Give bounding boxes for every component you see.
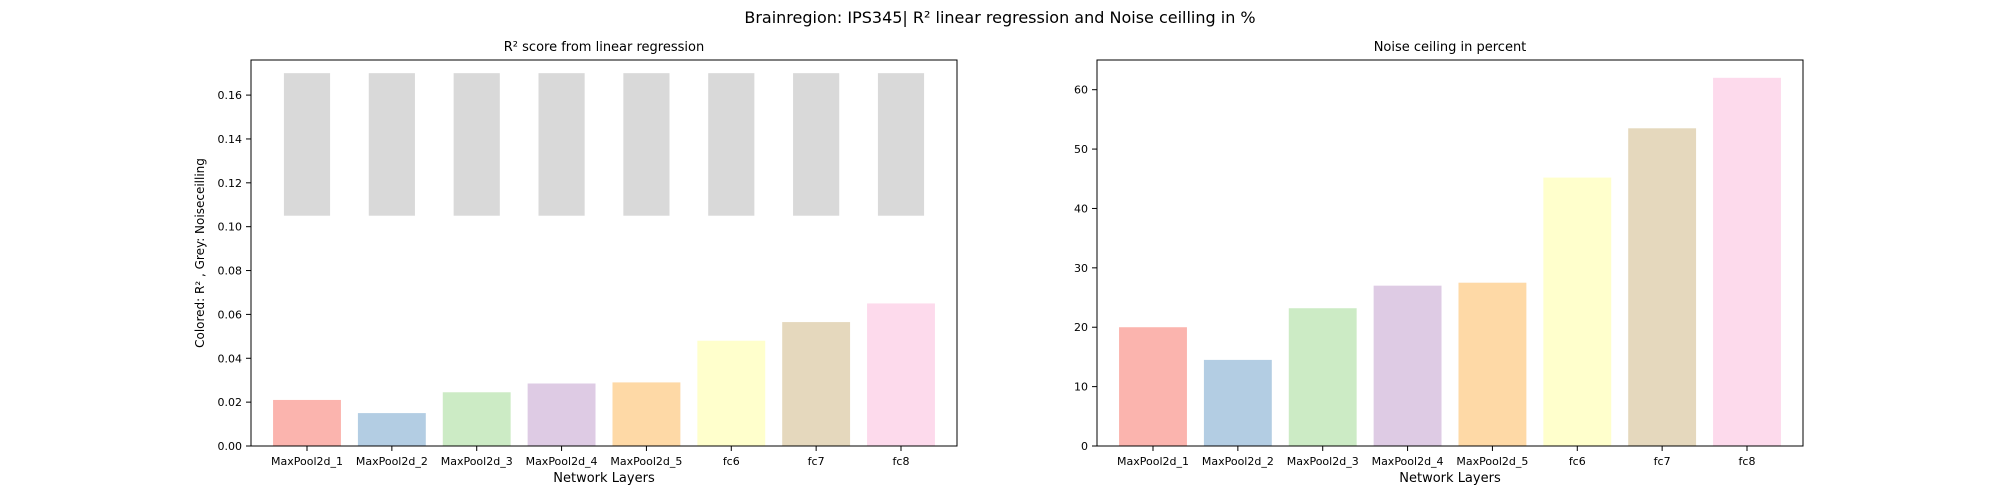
bar	[1288, 308, 1357, 446]
noise-ceiling-bar	[793, 73, 840, 216]
bar	[1628, 128, 1697, 447]
y-tick-label: 0.04	[218, 352, 243, 365]
chart-title: Noise ceiling in percent	[1374, 40, 1527, 55]
y-tick-label: 30	[1074, 262, 1088, 275]
noise-ceiling-bar	[623, 73, 670, 216]
y-tick-label: 0.12	[218, 177, 243, 190]
y-tick-label: 0.06	[218, 308, 243, 321]
y-tick-label: 20	[1074, 321, 1088, 334]
chart-1: 0.00 0.02 0.04 0.06 0.08 0.10 0.12 0.14 0.16 MaxP…	[193, 40, 958, 486]
y-tick-label: 0.14	[218, 133, 243, 146]
y-tick-label: 40	[1074, 202, 1088, 215]
y-tick-label: 0.10	[218, 221, 243, 234]
axes-frame	[1096, 59, 1804, 447]
bar	[1119, 327, 1187, 446]
x-tick-label: MaxPool2d_5	[1456, 455, 1528, 468]
y-tick-label: 0	[1081, 440, 1088, 453]
bar	[612, 382, 681, 446]
y-tick-label: 60	[1074, 84, 1088, 97]
bar	[442, 392, 511, 446]
bar	[1713, 77, 1781, 447]
chart-title: R² score from linear regression	[504, 40, 704, 55]
x-tick-label: MaxPool2d_3	[1287, 455, 1359, 468]
axes-frame	[250, 59, 958, 447]
noise-ceiling-bar	[538, 73, 585, 216]
x-tick-label: MaxPool2d_5	[610, 455, 682, 468]
x-tick-label: MaxPool2d_1	[271, 455, 343, 468]
y-axis-label: Colored: R² , Grey: Noiseceilling	[193, 158, 207, 348]
noise-ceiling-bar	[453, 73, 500, 216]
x-tick-label: fc8	[893, 455, 910, 468]
y-tick-label: 0.08	[218, 265, 243, 278]
y-tick-label: 0.16	[218, 89, 243, 102]
x-tick-label: fc8	[1739, 455, 1756, 468]
x-tick-label: fc6	[723, 455, 740, 468]
x-tick-label: MaxPool2d_4	[526, 455, 598, 468]
x-tick-label: fc6	[1569, 455, 1586, 468]
bar	[697, 340, 766, 446]
noise-ceiling-bar	[708, 73, 755, 216]
x-tick-label: fc7	[1654, 455, 1671, 468]
bar	[1458, 282, 1527, 446]
bar	[357, 413, 426, 446]
x-axis-label: Network Layers	[1399, 471, 1501, 486]
x-tick-label: MaxPool2d_3	[441, 455, 513, 468]
chart-2: 0 10 20 30 40 50 60 MaxPool2d_1 MaxPool2d_2 MaxPo…	[1074, 40, 1804, 486]
x-axis-label: Network Layers	[553, 471, 655, 486]
x-tick-label: fc7	[808, 455, 825, 468]
bar	[527, 383, 596, 446]
x-tick-label: MaxPool2d_4	[1372, 455, 1444, 468]
bar	[782, 322, 851, 446]
y-tick-label: 0.02	[218, 396, 243, 409]
y-tick-label: 50	[1074, 143, 1088, 156]
bar	[273, 399, 341, 446]
y-tick-label: 0.00	[218, 440, 243, 453]
y-tick-label: 10	[1074, 381, 1088, 394]
noise-ceiling-bar	[368, 73, 415, 216]
bar	[1543, 177, 1612, 446]
x-tick-label: MaxPool2d_1	[1117, 455, 1189, 468]
bar	[867, 303, 935, 446]
x-tick-label: MaxPool2d_2	[1202, 455, 1274, 468]
noise-ceiling-bar	[283, 73, 331, 216]
bar	[1203, 359, 1272, 446]
figure-suptitle: Brainregion: IPS345| R² linear regressio…	[744, 8, 1255, 27]
bar	[1373, 285, 1442, 446]
x-tick-label: MaxPool2d_2	[356, 455, 428, 468]
noise-ceiling-bar	[877, 73, 925, 216]
